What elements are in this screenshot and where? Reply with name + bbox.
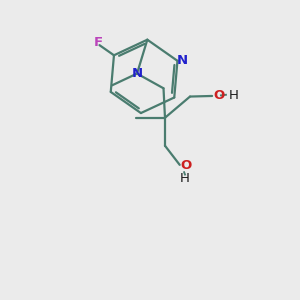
Text: O: O <box>181 159 192 172</box>
Text: H: H <box>180 172 190 184</box>
Text: N: N <box>177 54 188 67</box>
Text: O: O <box>213 89 224 102</box>
Text: H: H <box>229 89 239 102</box>
Text: F: F <box>94 36 103 49</box>
Text: N: N <box>131 67 142 80</box>
